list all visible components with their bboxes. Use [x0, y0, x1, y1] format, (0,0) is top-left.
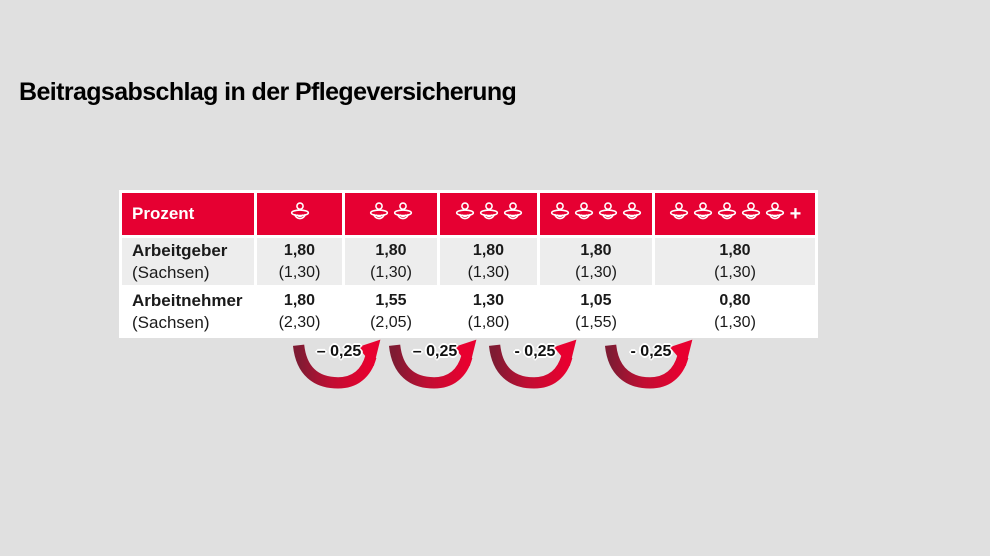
- pacifier-icon: [503, 202, 522, 220]
- value-sub: (1,80): [467, 313, 510, 331]
- pacifier-icon: [574, 202, 594, 220]
- pacifier-icon: [550, 202, 570, 220]
- column-header-2-children: [345, 193, 437, 235]
- row-label: Arbeitnehmer: [132, 290, 243, 310]
- pacifier-group-1: [257, 201, 342, 227]
- pacifier-group-2: [345, 201, 437, 227]
- swoosh-arrow-icon: [604, 339, 693, 389]
- column-header-5plus-children: +: [655, 193, 815, 235]
- value-sub: (1,55): [575, 313, 617, 331]
- value-main: 1,80: [472, 241, 505, 259]
- reduction-label: - 0,25: [514, 343, 556, 360]
- pacifier-icon: [393, 202, 413, 220]
- value-sub: (1,30): [278, 263, 321, 281]
- pacifier-icon: [455, 202, 474, 220]
- value-cell: 1,80 (1,30): [540, 238, 652, 285]
- pacifier-icon: [479, 202, 498, 220]
- value-cell: 1,05 (1,55): [540, 288, 652, 335]
- pacifier-icon: [693, 202, 712, 220]
- table-row-arbeitnehmer: Arbeitnehmer (Sachsen) 1,80 (2,30) 1,55 …: [122, 288, 815, 335]
- swoosh-arrow-icon: [292, 339, 381, 389]
- value-main: 0,80: [719, 291, 751, 309]
- reduction-label: - 0,25: [630, 343, 672, 360]
- prozent-label: Prozent: [132, 204, 195, 223]
- value-main: 1,80: [719, 241, 751, 259]
- pacifier-group-5plus: +: [655, 201, 815, 227]
- pacifier-group-4: [540, 201, 652, 227]
- value-cell: 1,30 (1,80): [440, 288, 537, 335]
- row-label-cell: Arbeitgeber (Sachsen): [122, 238, 254, 285]
- value-cell: 1,80 (1,30): [345, 238, 437, 285]
- value-cell: 0,80 (1,30): [655, 288, 815, 335]
- column-header-3-children: [440, 193, 537, 235]
- value-cell: 1,80 (1,30): [655, 238, 815, 285]
- pacifier-icon: [290, 202, 309, 220]
- value-main: 1,55: [375, 291, 407, 309]
- value-cell: 1,55 (2,05): [345, 288, 437, 335]
- value-main: 1,80: [283, 291, 316, 309]
- reduction-arrow-2: – 0,25: [388, 336, 482, 394]
- reduction-arrow-1: – 0,25: [292, 336, 386, 394]
- swoosh-arrow-icon: [388, 339, 477, 389]
- value-sub: (2,30): [278, 313, 321, 331]
- value-main: 1,05: [580, 291, 612, 309]
- reduction-arrow-3: - 0,25: [488, 336, 582, 394]
- pacifier-group-3: [440, 201, 537, 227]
- pacifier-icon: [717, 202, 736, 220]
- table-row-arbeitgeber: Arbeitgeber (Sachsen) 1,80 (1,30) 1,80 (…: [122, 238, 815, 285]
- reduction-arrow-4: - 0,25: [604, 336, 698, 394]
- contribution-table: Prozent: [119, 190, 818, 338]
- value-sub: (1,30): [467, 263, 510, 281]
- pacifier-icon: [669, 202, 688, 220]
- swoosh-arrow-icon: [488, 339, 577, 389]
- pacifier-icon: [765, 202, 784, 220]
- column-header-prozent: Prozent: [122, 193, 254, 235]
- value-main: 1,30: [472, 291, 505, 309]
- value-main: 1,80: [375, 241, 407, 259]
- value-main: 1,80: [580, 241, 612, 259]
- value-cell: 1,80 (1,30): [257, 238, 342, 285]
- pacifier-icon: [369, 202, 389, 220]
- reduction-label: – 0,25: [316, 343, 362, 360]
- value-sub: (2,05): [370, 313, 412, 331]
- value-sub: (1,30): [370, 263, 412, 281]
- pacifier-icon: [598, 202, 618, 220]
- value-sub: (1,30): [714, 263, 756, 281]
- value-main: 1,80: [283, 241, 316, 259]
- value-sub: (1,30): [575, 263, 617, 281]
- pacifier-icon: [622, 202, 642, 220]
- row-label-cell: Arbeitnehmer (Sachsen): [122, 288, 254, 335]
- reduction-label: – 0,25: [412, 343, 458, 360]
- row-sublabel: (Sachsen): [132, 262, 210, 282]
- value-cell: 1,80 (1,30): [440, 238, 537, 285]
- value-sub: (1,30): [714, 313, 756, 331]
- column-header-1-child: [257, 193, 342, 235]
- plus-sign: +: [789, 203, 802, 225]
- row-sublabel: (Sachsen): [132, 312, 210, 332]
- page-title: Beitragsabschlag in der Pflegeversicheru…: [19, 78, 517, 106]
- row-label: Arbeitgeber: [132, 240, 228, 260]
- column-header-4-children: [540, 193, 652, 235]
- table-header-row: Prozent: [122, 193, 815, 235]
- pacifier-icon: [741, 202, 760, 220]
- value-cell: 1,80 (2,30): [257, 288, 342, 335]
